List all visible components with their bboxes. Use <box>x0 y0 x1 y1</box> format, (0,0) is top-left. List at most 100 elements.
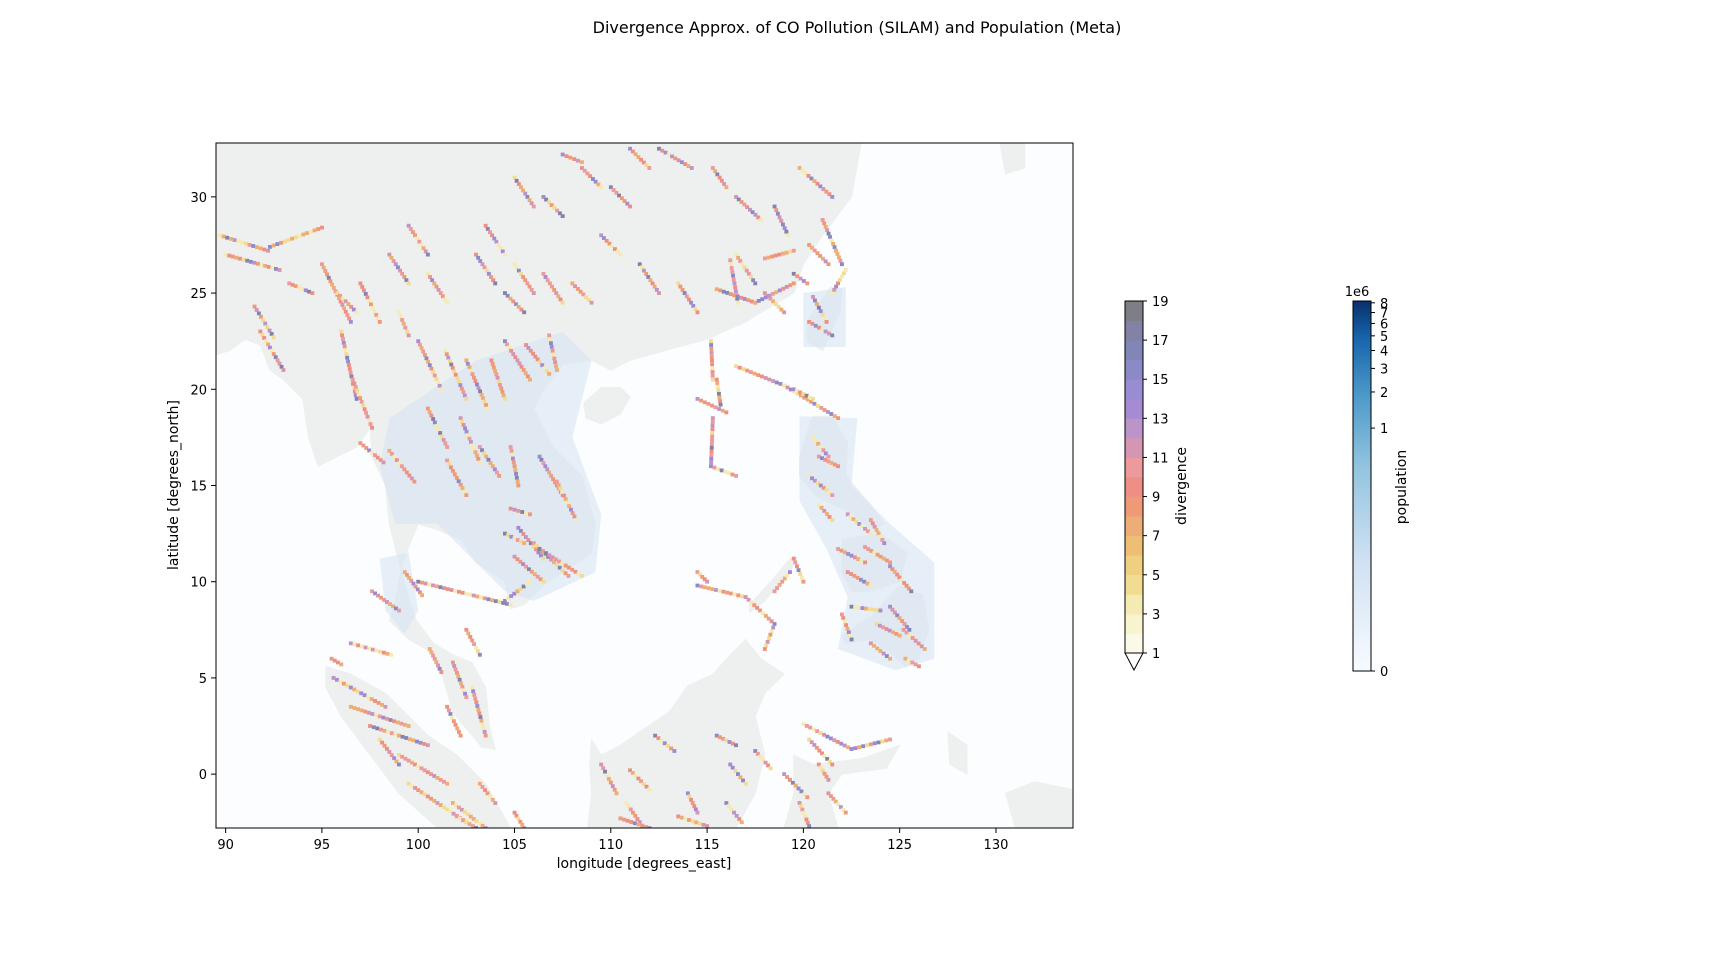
divergence-cell <box>407 473 412 478</box>
divergence-cell <box>512 591 517 596</box>
divergence-cell <box>373 591 377 596</box>
divergence-cell <box>813 478 817 483</box>
divergence-cell <box>330 282 335 287</box>
divergence-streak <box>416 579 513 607</box>
divergence-cell <box>805 795 810 800</box>
divergence-cell <box>769 629 774 634</box>
divergence-cell <box>484 403 488 407</box>
divergence-cell <box>312 228 317 233</box>
divergence-cell <box>709 350 714 355</box>
divergence-cell <box>286 238 291 242</box>
divergence-cell <box>727 804 731 809</box>
divergence-cell <box>325 272 329 277</box>
divergence-cell <box>484 454 489 459</box>
divergence-cell <box>888 604 892 609</box>
divergence-cell <box>573 284 577 289</box>
divergence-cell <box>397 753 401 757</box>
divergence-cell <box>812 743 817 747</box>
divergence-cell <box>519 307 524 312</box>
divergence-cell <box>774 208 779 212</box>
divergence-cell <box>860 524 865 529</box>
divergence-streak <box>845 512 873 536</box>
divergence-cell <box>343 309 348 314</box>
divergence-cell <box>520 823 525 827</box>
divergence-cell <box>826 262 831 267</box>
divergence-cell <box>855 575 860 580</box>
divergence-cell <box>445 587 450 591</box>
divergence-cell <box>552 288 557 292</box>
divergence-cell <box>521 562 526 567</box>
divergence-cell <box>829 461 834 465</box>
divergence-cell <box>856 557 861 561</box>
divergence-cell <box>692 804 697 809</box>
divergence-cell <box>625 818 630 823</box>
divergence-cell <box>654 288 659 292</box>
divergence-cell <box>710 438 714 443</box>
divergence-cell <box>637 820 642 825</box>
divergence-cell <box>813 438 818 443</box>
divergence-cell <box>599 233 604 238</box>
divergence-cell <box>830 518 835 522</box>
divergence-cell <box>836 281 840 286</box>
divergence-cell <box>694 820 699 825</box>
divergence-cell <box>512 810 517 815</box>
divergence-cell <box>451 811 456 816</box>
divergence-cell <box>633 152 638 157</box>
divergence-cell <box>458 482 463 487</box>
divergence-cell <box>851 517 856 521</box>
divergence-cell <box>717 392 721 396</box>
divergence-cell <box>509 594 514 598</box>
divergence-cell <box>442 586 447 590</box>
divergence-cell <box>542 366 547 370</box>
divergence-cell <box>781 286 786 291</box>
divergence-cell <box>844 623 848 627</box>
divergence-cell <box>352 642 357 647</box>
divergence-cell <box>832 287 837 292</box>
divergence-cell <box>604 238 609 243</box>
divergence-cell <box>549 474 554 478</box>
divergence-cell <box>548 337 552 342</box>
divergence-cell <box>475 382 479 387</box>
divergence-cell <box>820 768 825 773</box>
divergence-cell <box>566 565 571 570</box>
divergence-cell <box>425 406 430 411</box>
divergence-streak <box>397 753 450 786</box>
divergence-cell <box>437 666 442 671</box>
divergence-cell <box>405 573 409 577</box>
divergence-cell <box>706 402 711 406</box>
divergence-cell <box>369 697 374 701</box>
divergence-cell <box>541 579 546 584</box>
divergence-cell <box>862 579 867 584</box>
divergence-cell <box>755 606 760 610</box>
divergence-cell <box>872 741 877 746</box>
divergence-cell <box>473 379 478 383</box>
divergence-cell <box>399 464 404 469</box>
divergence-cell <box>699 584 704 589</box>
divergence-cell <box>271 335 276 340</box>
divergence-streak <box>387 448 417 484</box>
divergence-streak <box>508 445 521 488</box>
y-axis-label: latitude [degrees_north] <box>166 400 182 570</box>
divergence-cell <box>760 374 764 379</box>
divergence-cell <box>376 316 380 321</box>
divergence-cell <box>745 368 750 373</box>
divergence-cell <box>647 787 652 792</box>
divergence-cell <box>624 801 629 805</box>
divergence-cell <box>476 457 481 461</box>
divergence-cell <box>519 364 524 369</box>
divergence-cell <box>422 353 427 357</box>
divergence-cell <box>910 660 915 665</box>
divergence-cell <box>859 558 864 563</box>
divergence-cell <box>516 483 521 488</box>
population-colorbar-tick-label: 6 <box>1380 317 1388 332</box>
divergence-cell <box>680 288 685 292</box>
divergence-cell <box>617 193 621 198</box>
divergence-cell <box>394 759 399 764</box>
divergence-cell <box>229 237 233 241</box>
landmass-hainan <box>583 386 631 425</box>
divergence-cell <box>822 771 827 776</box>
divergence-streak <box>416 339 444 392</box>
divergence-cell <box>716 467 721 471</box>
divergence-cell <box>501 601 506 605</box>
divergence-cell <box>397 608 401 613</box>
